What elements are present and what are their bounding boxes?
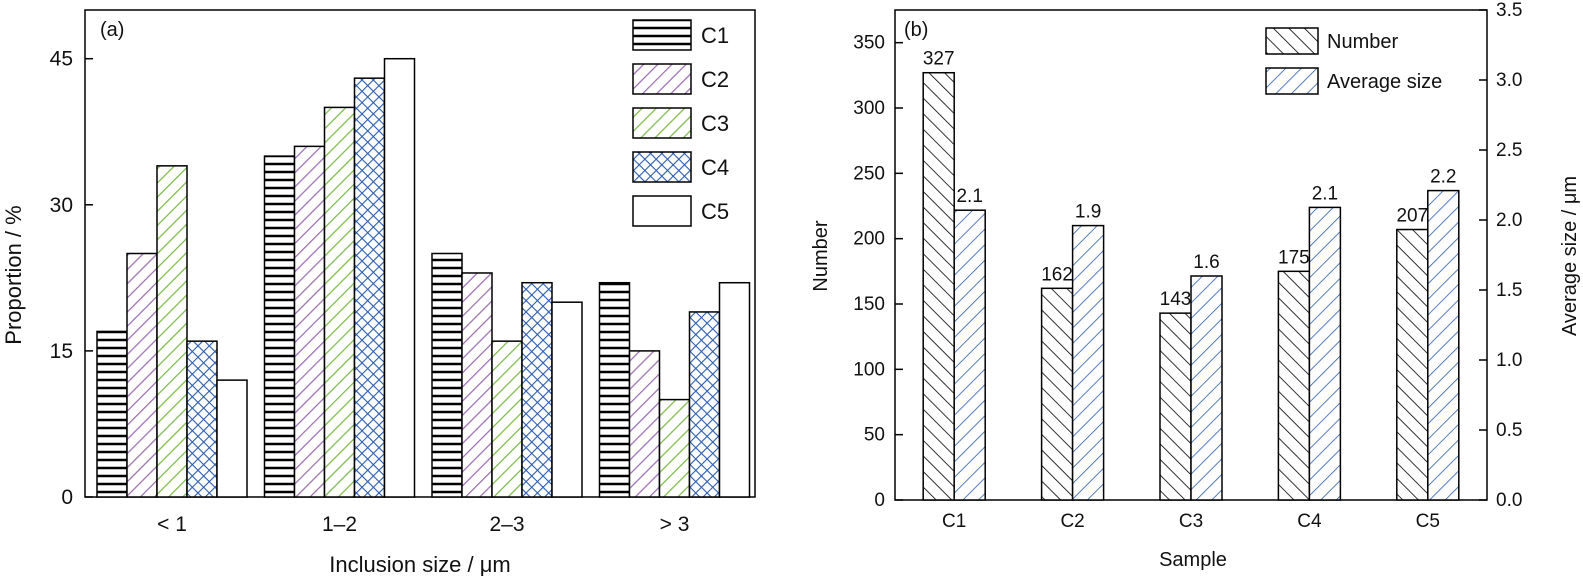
bar-c3-2	[491, 340, 523, 498]
legend-label-c3: C3	[701, 111, 729, 136]
legend-swatch-number	[1265, 27, 1319, 55]
bar-c3-1	[323, 106, 356, 498]
data-label-number: 327	[923, 49, 955, 70]
panel-b-ytick-left-label: 350	[853, 33, 885, 54]
legend-swatch-c1	[632, 19, 692, 51]
data-label-number: 143	[1160, 289, 1192, 310]
panel-a-ytick-label: 15	[50, 340, 73, 363]
bar-average-size-1	[1071, 224, 1105, 501]
panel-b-xtick-label: C2	[1060, 511, 1084, 532]
bar-c4-2	[521, 281, 553, 498]
legend-label-c4: C4	[701, 155, 729, 180]
bar-c4-3	[688, 311, 721, 498]
panel-a-ylabel: Proportion / %	[1, 205, 26, 344]
data-label-number: 207	[1396, 206, 1428, 227]
bar-c1-2	[431, 252, 463, 498]
bar-average-size-4	[1427, 189, 1460, 501]
panel-b-ytick-right-label: 1.5	[1496, 280, 1522, 301]
panel-b-xtick-label: C1	[942, 511, 966, 532]
bar-number-4	[1396, 228, 1429, 501]
panel-b-ylabel-left: Number	[810, 220, 832, 291]
panel-a-xtick-label: 1–2	[322, 513, 357, 536]
bar-c3-0	[156, 165, 188, 498]
legend-label-c2: C2	[701, 67, 729, 92]
panel-b-ytick-left-label: 50	[864, 425, 885, 446]
panel-a-ytick-label: 30	[50, 194, 73, 217]
panel-b-ylabel-right: Average size / μm	[1559, 176, 1581, 336]
legend-label-average-size: Average size	[1327, 71, 1442, 93]
bar-c2-3	[628, 350, 661, 498]
panel-a-xtick-label: > 3	[660, 513, 690, 536]
bar-c1-1	[263, 155, 296, 498]
bar-number-1	[1040, 287, 1074, 501]
panel-b-xtick-label: C3	[1179, 511, 1203, 532]
bar-c1-0	[96, 330, 128, 498]
bar-c2-1	[293, 145, 326, 498]
bar-average-size-2	[1190, 275, 1223, 501]
legend-label-c1: C1	[701, 23, 729, 48]
panel-b-xlabel: Sample	[1159, 549, 1227, 571]
bar-number-2	[1159, 312, 1192, 501]
bar-c1-3	[598, 281, 631, 498]
panel-b-ytick-left-label: 300	[853, 98, 885, 119]
bar-c5-0	[216, 379, 248, 498]
data-label-average-size: 2.1	[956, 186, 982, 207]
panel-b-ytick-left-label: 250	[853, 163, 885, 184]
data-label-average-size: 2.2	[1430, 167, 1456, 188]
panel-b-ytick-right-label: 0.0	[1496, 490, 1522, 511]
bar-c2-0	[126, 252, 158, 498]
panel-b-ytick-right-label: 2.0	[1496, 210, 1522, 231]
panel-b-ytick-right-label: 2.5	[1496, 140, 1522, 161]
panel-a-ytick-label: 0	[61, 486, 73, 509]
panel-b-label: (b)	[904, 19, 928, 41]
panel-a-xtick-label: 2–3	[489, 513, 524, 536]
legend-label-c5: C5	[701, 199, 729, 224]
bar-number-0	[922, 71, 955, 501]
panel-b-ytick-left-label: 200	[853, 229, 885, 250]
legend-swatch-c3	[632, 107, 692, 139]
bar-average-size-3	[1308, 206, 1342, 501]
panel-b-ytick-left-label: 150	[853, 294, 885, 315]
data-label-number: 162	[1041, 264, 1073, 285]
bar-average-size-0	[953, 209, 986, 501]
panel-b-ytick-right-label: 1.0	[1496, 350, 1522, 371]
panel-b-ytick-left-label: 0	[874, 490, 885, 511]
legend-swatch-c2	[632, 63, 692, 95]
panel-a-label: (a)	[100, 19, 124, 41]
legend-swatch-c4	[632, 151, 692, 183]
bar-c5-3	[718, 281, 751, 498]
bar-c4-1	[353, 77, 386, 498]
bar-number-3	[1277, 270, 1311, 501]
data-label-number: 175	[1278, 247, 1310, 268]
data-label-average-size: 1.6	[1193, 252, 1219, 273]
bar-c3-3	[658, 398, 691, 498]
legend-swatch-c5	[632, 195, 692, 227]
panel-b-ytick-left-label: 100	[853, 359, 885, 380]
panel-b-plot: 0 50 100 150 200 250 300 350 0.0 0.5 1.0 1.5 2.0 2.5 3…	[853, 0, 1522, 532]
data-label-average-size: 1.9	[1075, 202, 1101, 223]
panel-b-ytick-right-label: 0.5	[1496, 420, 1522, 441]
panel-a-plot: 0 15 30 45 < 1 1–2 2–3 > 3 C1 C2 C3 C4 C5	[50, 9, 756, 536]
legend-swatch-average-size	[1265, 67, 1319, 95]
data-label-average-size: 2.1	[1312, 183, 1338, 204]
bar-c2-2	[461, 272, 493, 498]
bar-c5-1	[383, 57, 416, 498]
panel-a-ytick-label: 45	[50, 48, 73, 71]
bar-c5-2	[551, 301, 583, 498]
panel-b-ytick-right-label: 3.0	[1496, 70, 1522, 91]
legend-label-number: Number	[1327, 31, 1398, 53]
panel-a-xlabel: Inclusion size / μm	[329, 552, 510, 577]
panel-b-xtick-label: C5	[1416, 511, 1440, 532]
panel-a-frame	[84, 9, 756, 498]
panel-b-xtick-label: C4	[1297, 511, 1322, 532]
bar-c4-0	[186, 340, 218, 498]
panel-a-xtick-label: < 1	[157, 513, 187, 536]
panel-b-ytick-right-label: 3.5	[1496, 0, 1522, 21]
